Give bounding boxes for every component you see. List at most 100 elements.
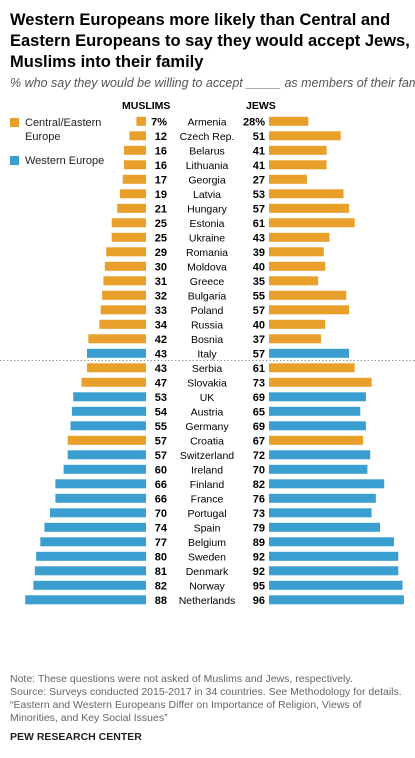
country-label-romania: Romania: [186, 247, 228, 259]
jews-bar-germany: [269, 421, 366, 431]
jews-bar-hungary: [269, 203, 350, 213]
country-label-greece: Greece: [190, 276, 225, 288]
muslims-bar-portugal: [49, 508, 146, 518]
butterfly-bar-chart: 7% Armenia 28% 12 Czech Rep. 51 16 Belarus 41 16 L…: [0, 116, 415, 607]
country-label-croatia: Croatia: [190, 435, 224, 447]
jews-value-moldova: 40: [253, 261, 265, 273]
jews-bar-armenia: [269, 116, 309, 126]
jews-value-armenia: 28%: [243, 116, 265, 128]
country-label-germany: Germany: [185, 421, 229, 433]
muslims-value-uk: 53: [155, 392, 167, 404]
muslims-bar-netherlands: [25, 595, 147, 605]
jews-bar-lithuania: [269, 160, 327, 170]
muslims-value-ukraine: 25: [155, 232, 167, 244]
country-label-lithuania: Lithuania: [186, 160, 229, 172]
muslims-value-armenia: 7%: [151, 116, 167, 128]
jews-value-portugal: 73: [253, 508, 265, 520]
country-label-georgia: Georgia: [188, 174, 226, 186]
jews-value-georgia: 27: [253, 174, 265, 186]
muslims-value-greece: 31: [155, 276, 167, 288]
muslims-value-switzerland: 57: [155, 450, 167, 462]
jews-value-denmark: 92: [253, 566, 265, 578]
muslims-value-czech-rep: 12: [155, 131, 167, 143]
jews-value-finland: 82: [253, 479, 265, 491]
muslims-value-poland: 33: [155, 305, 167, 317]
legend-label-central-eastern: Central/Eastern Europe: [25, 117, 102, 143]
jews-value-france: 76: [253, 493, 265, 505]
muslims-value-belgium: 77: [155, 537, 167, 549]
muslims-value-estonia: 25: [155, 218, 167, 230]
country-label-denmark: Denmark: [186, 566, 229, 578]
jews-bar-latvia: [269, 189, 344, 199]
legend-item-western: Western Europe: [10, 154, 130, 170]
jews-value-sweden: 92: [253, 551, 265, 563]
muslims-value-germany: 55: [155, 421, 167, 433]
jews-bar-romania: [269, 247, 324, 257]
jews-value-uk: 69: [253, 392, 265, 404]
country-label-russia: Russia: [191, 319, 223, 331]
jews-bar-serbia: [269, 363, 355, 373]
country-label-finland: Finland: [190, 479, 225, 491]
muslims-value-romania: 29: [155, 247, 167, 259]
jews-value-estonia: 61: [253, 218, 265, 230]
country-label-slovakia: Slovakia: [187, 377, 227, 389]
country-label-uk: UK: [200, 392, 215, 404]
jews-bar-finland: [269, 479, 385, 489]
jews-value-belgium: 89: [253, 537, 265, 549]
muslims-bar-poland: [100, 305, 146, 315]
muslims-bar-spain: [44, 522, 146, 532]
jews-bar-slovakia: [269, 377, 372, 387]
muslims-value-norway: 82: [155, 580, 167, 592]
muslims-bar-france: [55, 493, 146, 503]
country-label-belarus: Belarus: [189, 145, 225, 157]
jews-value-latvia: 53: [253, 189, 265, 201]
jews-value-italy: 57: [253, 348, 265, 360]
muslims-bar-slovakia: [81, 377, 146, 387]
country-label-bulgaria: Bulgaria: [188, 290, 227, 302]
country-label-armenia: Armenia: [187, 116, 226, 128]
jews-bar-france: [269, 493, 376, 503]
jews-value-poland: 57: [253, 305, 265, 317]
jews-bar-greece: [269, 276, 319, 286]
brand-logo-text: PEW RESEARCH CENTER: [10, 731, 142, 743]
jews-value-netherlands: 96: [253, 595, 265, 607]
jews-bar-austria: [269, 406, 361, 416]
country-label-czech-rep: Czech Rep.: [180, 131, 235, 143]
muslims-value-moldova: 30: [155, 261, 167, 273]
country-label-estonia: Estonia: [189, 218, 224, 230]
legend-swatch-central-eastern: [10, 118, 19, 127]
muslims-bar-moldova: [104, 261, 146, 271]
muslims-bar-belgium: [40, 537, 146, 547]
muslims-value-italy: 43: [155, 348, 167, 360]
muslims-bar-finland: [55, 479, 146, 489]
muslims-value-lithuania: 16: [155, 160, 167, 172]
muslims-bar-germany: [70, 421, 146, 431]
muslims-bar-estonia: [111, 218, 146, 228]
country-label-france: France: [191, 493, 224, 505]
jews-value-russia: 40: [253, 319, 265, 331]
muslims-bar-italy: [87, 348, 146, 358]
country-label-poland: Poland: [191, 305, 224, 317]
jews-bar-bulgaria: [269, 290, 347, 300]
jews-bar-poland: [269, 305, 350, 315]
muslims-bar-romania: [106, 247, 146, 257]
muslims-value-sweden: 80: [155, 551, 167, 563]
jews-bar-czech-rep: [269, 131, 341, 141]
jews-value-germany: 69: [253, 421, 265, 433]
muslims-bar-georgia: [122, 174, 146, 184]
jews-value-lithuania: 41: [253, 160, 265, 172]
muslims-bar-ukraine: [111, 232, 146, 242]
muslims-bar-ireland: [63, 464, 146, 474]
muslims-value-belarus: 16: [155, 145, 167, 157]
country-label-switzerland: Switzerland: [180, 450, 234, 462]
muslims-value-finland: 66: [155, 479, 167, 491]
jews-bar-uk: [269, 392, 366, 402]
country-label-ukraine: Ukraine: [189, 232, 225, 244]
jews-bar-bosnia: [269, 334, 321, 344]
muslims-value-croatia: 57: [155, 435, 167, 447]
country-label-belgium: Belgium: [188, 537, 226, 549]
jews-bar-netherlands: [269, 595, 404, 605]
legend-item-central-eastern: Central/Eastern Europe: [10, 116, 130, 146]
muslims-value-bulgaria: 32: [155, 290, 167, 302]
muslims-bar-czech-rep: [129, 131, 146, 141]
